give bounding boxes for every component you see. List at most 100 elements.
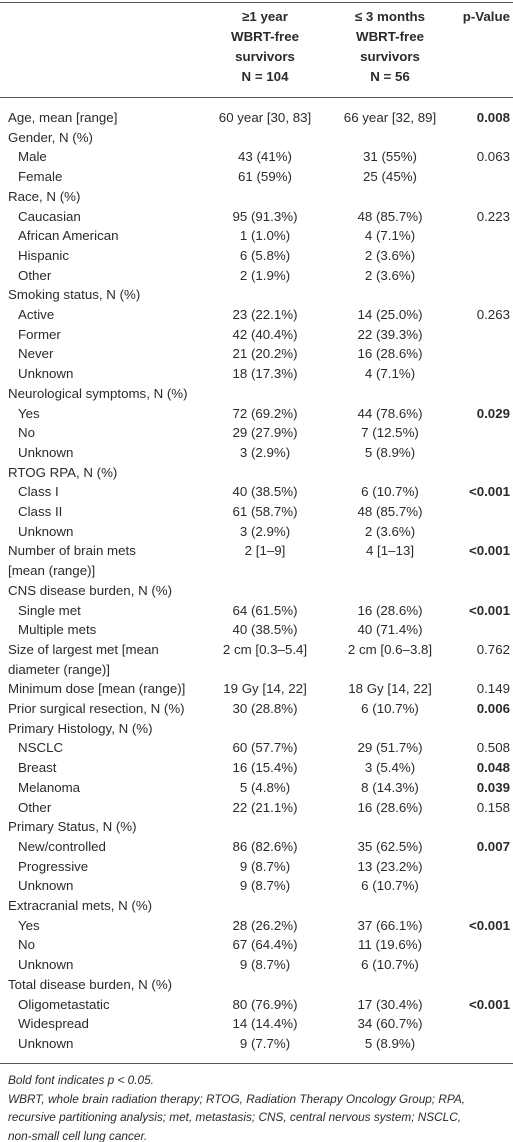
table-cell: 43 (41%) [238,149,292,165]
p-value: 0.039 [476,779,510,795]
row-label: Former [18,326,61,342]
row-label: Breast [18,760,57,776]
p-value: 0.223 [476,208,510,224]
p-value: 0.158 [476,799,510,815]
row-label: Multiple mets [18,622,97,638]
row-label: Yes [18,917,40,933]
table-cell: 13 (23.2%) [357,858,423,874]
row-label: Class II [18,504,63,519]
table-cell: 19 Gy [14, 22] [223,681,307,697]
table-cell: 80 (76.9%) [232,996,298,1012]
p-value: <0.001 [468,602,510,618]
row-label: Male [18,149,47,165]
table-cell: 9 (7.7%) [239,1035,291,1051]
row-label: Widespread [18,1016,89,1032]
table-cell: 2 cm [0.6–3.8] [347,641,433,657]
table-cell: 21 (20.2%) [232,346,298,362]
top-rule [0,2,513,3]
p-value: 0.006 [476,701,510,716]
row-label: Race, N (%) [8,188,81,204]
table-cell: 6 (10.7%) [361,701,419,716]
column-header: p-Value [462,9,510,24]
column-header: N = 104 [241,69,289,84]
table-cell: 29 (27.9%) [232,425,298,441]
table-cell: 48 (85.7%) [357,504,423,519]
table-cell: 6 (10.7%) [361,957,419,973]
row-label: Neurological symptoms, N (%) [8,385,188,401]
table-cell: 25 (45%) [363,169,417,185]
p-value: 0.762 [476,641,510,657]
row-label: Yes [18,405,40,421]
row-label: Unknown [18,878,74,894]
table-cell: 22 (39.3%) [357,326,423,342]
p-value: 0.029 [476,405,510,421]
column-header: ≥1 year [242,9,288,24]
table-cell: 14 (25.0%) [357,307,423,322]
row-label: Gender, N (%) [8,129,93,145]
row-label: Extracranial mets, N (%) [8,898,153,913]
row-label: Unknown [18,957,74,973]
row-label: Primary Status, N (%) [8,819,137,835]
table-cell: 3 (2.9%) [239,444,291,460]
p-value: <0.001 [468,484,510,500]
table-cell: 2 [1–9] [244,543,286,559]
row-label: Minimum dose [mean (range)] [8,681,186,697]
table-cell: 35 (62.5%) [357,838,423,854]
p-value: 0.263 [476,307,510,322]
row-label: Unknown [18,1035,74,1051]
table-cell: 30 (28.8%) [232,701,298,716]
table-cell: 95 (91.3%) [232,208,298,224]
row-label: CNS disease burden, N (%) [8,582,173,598]
row-label: diameter (range)] [8,661,110,677]
table-cell: 40 (38.5%) [232,622,298,638]
row-label: Melanoma [18,779,81,795]
row-label: No [18,425,35,441]
row-label: Unknown [18,444,74,460]
row-label: Unknown [18,523,74,539]
header-rule [0,97,513,98]
row-label: Size of largest met [mean [8,641,159,657]
table-cell: 4 (7.1%) [364,366,416,382]
footnote: recursive partitioning analysis; met, me… [8,1110,462,1124]
p-value: 0.048 [476,760,510,776]
column-header: WBRT-free [356,29,424,44]
table-cell: 2 (3.6%) [364,267,416,283]
table-cell: 40 (71.4%) [357,622,423,638]
row-label: RTOG RPA, N (%) [8,464,118,480]
row-label: Hispanic [18,247,69,263]
row-label: Other [18,267,52,283]
p-value: <0.001 [468,917,510,933]
column-header: N = 56 [370,69,410,84]
row-label: Progressive [18,858,89,874]
table-cell: 31 (55%) [363,149,417,165]
table-cell: 5 (8.9%) [364,1035,416,1051]
row-label: NSCLC [18,740,64,756]
table-cell: 22 (21.1%) [232,799,298,815]
table-cell: 16 (15.4%) [232,760,298,776]
table-cell: 60 year [30, 83] [218,110,312,125]
row-label: Total disease burden, N (%) [8,976,173,992]
table-cell: 17 (30.4%) [357,996,423,1012]
row-label: Single met [18,602,81,618]
table-cell: 34 (60.7%) [357,1016,423,1032]
column-header: WBRT-free [231,29,299,44]
table-cell: 6 (5.8%) [239,247,291,263]
table-cell: 6 (10.7%) [361,484,419,500]
row-label: No [18,937,35,953]
table-cell: 28 (26.2%) [232,917,298,933]
table-cell: 5 (8.9%) [364,444,416,460]
table-cell: 4 [1–13] [365,543,415,559]
row-label: New/controlled [18,838,106,854]
table-cell: 2 (1.9%) [239,267,291,283]
table-cell: 16 (28.6%) [357,346,423,362]
bottom-rule [0,1063,513,1064]
table-cell: 23 (22.1%) [232,307,298,322]
table-cell: 3 (2.9%) [239,523,291,539]
table-cell: 61 (58.7%) [232,504,298,519]
table-cell: 9 (8.7%) [239,957,291,973]
p-value: 0.063 [476,149,510,165]
table-cell: 64 (61.5%) [232,602,298,618]
p-value: <0.001 [468,996,510,1012]
row-label: Class I [18,484,59,500]
